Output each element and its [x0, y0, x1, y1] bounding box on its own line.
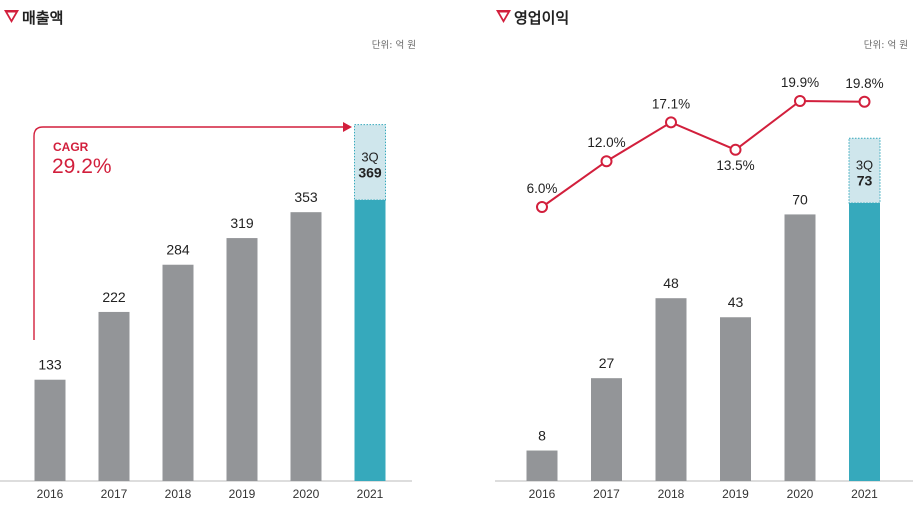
chart1-x-tick-label: 2020	[293, 487, 320, 501]
chart2-bar	[784, 214, 816, 481]
chart1-bar-value-label: 319	[230, 215, 254, 231]
chart2-bar-extension	[848, 137, 881, 204]
margin-point	[665, 116, 677, 129]
chart2-x-tick-label: 2021	[851, 487, 878, 501]
chart1-bar	[34, 379, 66, 481]
chart1-bar-extension	[354, 124, 386, 201]
chart2-bar	[720, 317, 751, 481]
chart1-bar	[354, 200, 386, 481]
chart1-title: 매출액	[22, 9, 63, 27]
chart1-unit: 단위: 억 원	[372, 39, 416, 51]
chart2-bar-value-label: 70	[792, 191, 808, 207]
chart1-x-tick-label: 2019	[229, 487, 256, 501]
chart2-x-tick-label: 2019	[722, 487, 749, 501]
margin-point	[600, 155, 613, 168]
chart2-x-tick-label: 2017	[593, 487, 620, 501]
margin-line	[541, 99, 865, 208]
chart2-bar	[849, 203, 880, 481]
cagr-arrow-line	[33, 126, 344, 340]
chart2-bar-value-label: 27	[599, 355, 615, 371]
chart1-bar-value-label: 284	[166, 242, 190, 258]
margin-point-label: 13.5%	[716, 158, 754, 173]
chart1-bar-value-label: 369	[358, 164, 382, 180]
cagr-value: 29.2%	[52, 155, 112, 178]
chart2-bar-value-label: 8	[538, 428, 546, 444]
cagr-arrow-head	[343, 122, 352, 132]
margin-point	[536, 201, 548, 213]
chart2-unit: 단위: 억 원	[864, 39, 908, 51]
chart1-logo-icon-inner	[7, 12, 16, 20]
chart1-bar	[98, 311, 130, 481]
chart2-bar	[655, 298, 687, 481]
chart2-title: 영업이익	[514, 9, 569, 27]
chart2-x-tick-label: 2020	[787, 487, 814, 501]
chart2-x-tick-label: 2018	[658, 487, 685, 501]
margin-point-label: 6.0%	[527, 181, 558, 196]
cagr-label: CAGR	[53, 140, 89, 154]
chart1-bar-value-label: 133	[38, 357, 62, 373]
margin-point	[729, 143, 742, 156]
margin-point-label: 19.9%	[781, 75, 819, 90]
chart2-bar	[591, 378, 622, 481]
chart2-logo-icon-inner	[499, 12, 508, 20]
chart2-bar	[526, 450, 558, 481]
chart1-bar	[162, 264, 194, 481]
chart1-bar-value-label: 353	[294, 189, 318, 205]
chart2-x-tick-label: 2016	[529, 487, 556, 501]
chart2-bar-value-label: 73	[857, 173, 873, 189]
chart1-x-tick-label: 2021	[357, 487, 384, 501]
margin-point-label: 12.0%	[587, 135, 625, 150]
chart1-x-tick-label: 2016	[37, 487, 64, 501]
margin-point	[858, 95, 871, 108]
chart2-bar-prefix-label: 3Q	[856, 158, 873, 173]
chart1-x-tick-label: 2017	[101, 487, 128, 501]
chart1-bar-value-label: 222	[102, 289, 126, 305]
chart1-bar-prefix-label: 3Q	[361, 149, 378, 164]
chart1-x-tick-label: 2018	[165, 487, 192, 501]
chart2-bar-value-label: 48	[663, 275, 679, 291]
margin-point-label: 17.1%	[652, 96, 690, 111]
chart1-bar	[290, 212, 322, 482]
chart2-bar-value-label: 43	[728, 294, 744, 310]
chart1-bar	[226, 238, 258, 481]
margin-point-label: 19.8%	[845, 76, 883, 91]
margin-point	[794, 95, 806, 107]
